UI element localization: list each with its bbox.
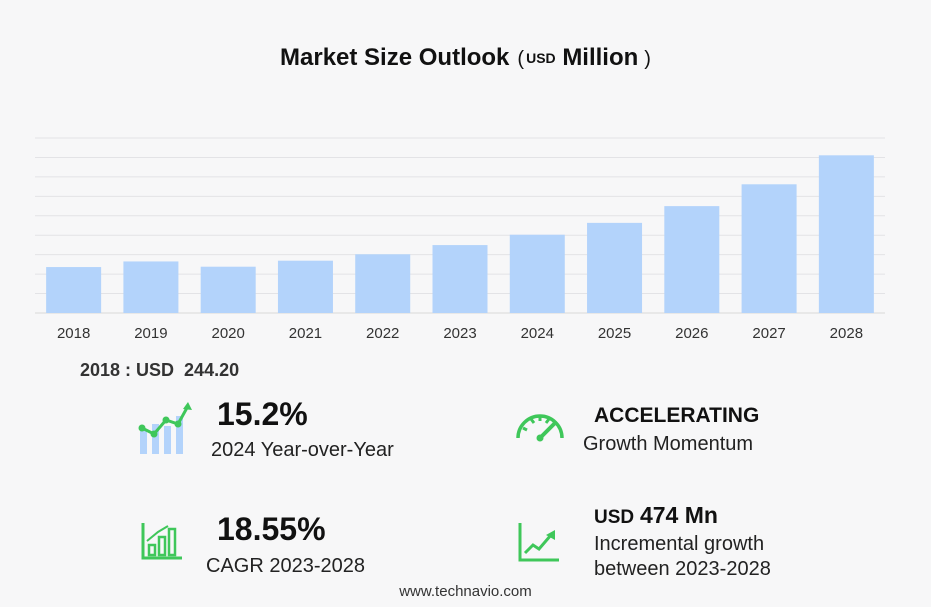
base-year-value: 2018 : USD 244.20 xyxy=(80,360,240,380)
bar-2025 xyxy=(587,222,643,313)
chart-title: Market Size Outlook (USD Million) xyxy=(0,44,931,72)
bar-2024 xyxy=(509,234,565,313)
kpi-incremental-value: 474 Mn xyxy=(639,502,718,528)
bar-2026 xyxy=(664,206,720,313)
title-unit-prefix: USD xyxy=(526,50,556,66)
growth-bars-icon xyxy=(138,402,192,454)
kpi-incremental-label-2: between 2023-2028 xyxy=(594,558,771,580)
line-chart-icon xyxy=(518,523,559,562)
x-tick-label-2028: 2028 xyxy=(830,325,863,342)
speedometer-icon xyxy=(516,414,564,442)
kpi-yoy-label: 2024 Year-over-Year xyxy=(211,439,394,461)
x-tick-label-2019: 2019 xyxy=(134,325,167,342)
x-tick-label-2021: 2021 xyxy=(289,325,322,342)
bar-2020 xyxy=(200,266,256,313)
title-close-paren: ) xyxy=(644,48,651,70)
bar-2021 xyxy=(277,260,333,313)
kpi-yoy-value: 15.2% xyxy=(217,396,308,432)
x-tick-label-2025: 2025 xyxy=(598,325,631,342)
kpi-momentum-label: Growth Momentum xyxy=(583,433,754,455)
x-tick-label-2022: 2022 xyxy=(366,325,399,342)
kpi-cagr-value: 18.55% xyxy=(217,511,326,547)
kpi-incremental-label-1: Incremental growth xyxy=(594,533,765,555)
bar-2022 xyxy=(355,254,411,313)
kpi-incremental-prefix: USD xyxy=(594,507,635,528)
title-unit: Million xyxy=(562,44,639,71)
title-open-paren: ( xyxy=(517,48,525,70)
x-tick-label-2024: 2024 xyxy=(521,325,554,342)
kpi-incremental-value-line: USD 474 Mn xyxy=(594,502,718,529)
x-tick-label-2018: 2018 xyxy=(57,325,90,342)
chart-title-main: Market Size Outlook xyxy=(280,44,510,71)
x-tick-label-2026: 2026 xyxy=(675,325,708,342)
bar-chart-icon xyxy=(141,523,182,560)
x-tick-label-2027: 2027 xyxy=(752,325,785,342)
bar-chart: 2018 2019 2020 2021 2022 2023 2024 2025 2026 2027… xyxy=(35,137,885,342)
source-credit: www.technavio.com xyxy=(399,583,532,600)
kpi-cagr-label: CAGR 2023-2028 xyxy=(206,555,365,577)
bar-2027 xyxy=(741,184,797,313)
kpi-momentum-value: ACCELERATING xyxy=(594,404,760,427)
bar-2023 xyxy=(432,245,488,313)
bar-2018 xyxy=(46,267,102,313)
x-tick-label-2023: 2023 xyxy=(443,325,476,342)
bar-2028 xyxy=(818,155,874,313)
x-tick-label-2020: 2020 xyxy=(211,325,244,342)
bar-2019 xyxy=(123,261,179,313)
